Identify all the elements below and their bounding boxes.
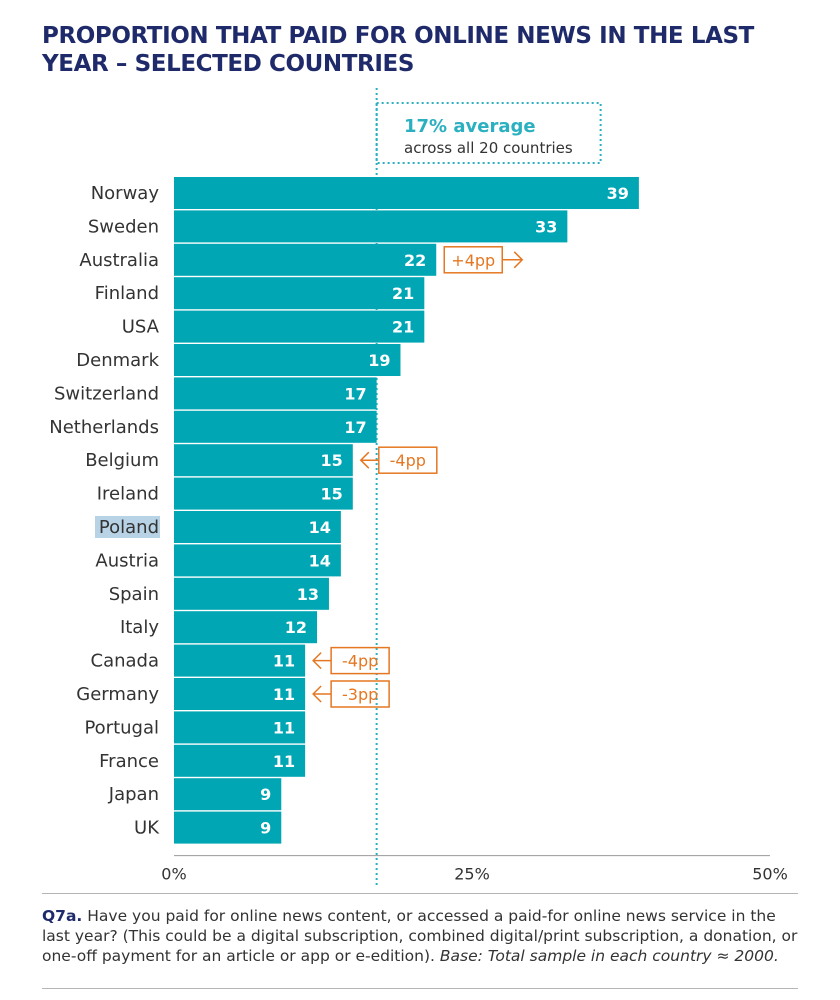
footnote: Q7a. Have you paid for online news conte… bbox=[42, 906, 798, 966]
bar-germany bbox=[174, 678, 306, 710]
bar-norway bbox=[174, 177, 639, 209]
average-value-label: 17% average bbox=[404, 116, 536, 137]
change-label-australia: +4pp bbox=[451, 251, 495, 270]
footnote-base: Base: Total sample in each country ≈ 200… bbox=[439, 947, 779, 965]
x-tick-label-1: 25% bbox=[454, 865, 490, 884]
average-callout: 17% average across all 20 countries bbox=[375, 88, 602, 885]
value-label-poland: 14 bbox=[309, 518, 331, 537]
category-label-canada: Canada bbox=[91, 651, 160, 672]
left-arrow-head-icon bbox=[312, 652, 322, 670]
value-label-denmark: 19 bbox=[368, 351, 390, 370]
footnote-question-id: Q7a. bbox=[42, 907, 83, 925]
category-label-denmark: Denmark bbox=[76, 350, 159, 371]
category-label-spain: Spain bbox=[109, 584, 159, 605]
left-arrow-head-icon bbox=[312, 685, 322, 703]
bar-france bbox=[174, 744, 306, 777]
bar-chart: 17% average across all 20 countries Norw… bbox=[49, 88, 788, 885]
category-label-austria: Austria bbox=[95, 550, 159, 571]
value-label-finland: 21 bbox=[392, 284, 414, 303]
category-label-italy: Italy bbox=[120, 617, 159, 638]
value-label-canada: 11 bbox=[273, 652, 295, 671]
change-label-belgium: -4pp bbox=[390, 451, 426, 470]
chart-title: PROPORTION THAT PAID FOR ONLINE NEWS IN … bbox=[42, 23, 754, 77]
category-label-poland: Poland bbox=[99, 517, 159, 538]
value-label-ireland: 15 bbox=[321, 485, 343, 504]
change-box-belgium bbox=[378, 446, 438, 474]
value-label-germany: 11 bbox=[273, 685, 295, 704]
category-label-germany: Germany bbox=[76, 684, 159, 705]
category-label-australia: Australia bbox=[79, 250, 159, 271]
category-label-portugal: Portugal bbox=[84, 717, 159, 738]
average-description: across all 20 countries bbox=[404, 139, 573, 157]
category-label-belgium: Belgium bbox=[85, 450, 159, 471]
bar-japan bbox=[174, 778, 282, 811]
bar-portugal bbox=[174, 711, 306, 744]
bar-spain bbox=[174, 577, 329, 610]
bar-netherlands bbox=[174, 410, 377, 443]
category-label-uk: UK bbox=[134, 818, 160, 839]
right-arrow-head-icon bbox=[513, 251, 524, 269]
x-tick-label-2: 50% bbox=[752, 865, 788, 884]
value-label-belgium: 15 bbox=[321, 451, 343, 470]
value-label-sweden: 33 bbox=[535, 217, 557, 236]
value-label-norway: 39 bbox=[607, 184, 629, 203]
category-label-netherlands: Netherlands bbox=[49, 417, 159, 438]
value-label-austria: 14 bbox=[309, 551, 331, 570]
highlight-poland bbox=[95, 516, 160, 538]
bar-austria bbox=[174, 544, 341, 577]
bar-sweden bbox=[174, 210, 568, 243]
value-label-usa: 21 bbox=[392, 318, 414, 337]
value-label-netherlands: 17 bbox=[344, 418, 366, 437]
x-axis: 0% 25% 50% bbox=[161, 855, 788, 884]
bar-ireland bbox=[174, 477, 353, 510]
value-label-switzerland: 17 bbox=[344, 384, 366, 403]
bar-italy bbox=[174, 611, 318, 644]
category-label-japan: Japan bbox=[108, 784, 159, 805]
value-label-spain: 13 bbox=[297, 585, 319, 604]
bar-finland bbox=[174, 277, 425, 310]
bar-usa bbox=[174, 310, 425, 343]
bar-poland bbox=[174, 511, 341, 543]
value-label-japan: 9 bbox=[260, 785, 271, 804]
bar-canada bbox=[174, 644, 306, 677]
change-annotations: +4pp -4pp -4pp -3pp bbox=[312, 246, 524, 708]
category-label-sweden: Sweden bbox=[88, 216, 159, 237]
category-label-france: France bbox=[99, 751, 159, 772]
value-label-australia: 22 bbox=[404, 251, 426, 270]
category-label-ireland: Ireland bbox=[97, 484, 159, 505]
average-callout-box bbox=[375, 102, 602, 164]
footnote-top-rule bbox=[42, 893, 798, 894]
value-label-italy: 12 bbox=[285, 618, 307, 637]
change-box-canada bbox=[330, 646, 390, 675]
category-label-norway: Norway bbox=[91, 183, 160, 204]
change-box-germany bbox=[330, 680, 390, 708]
bar-australia bbox=[174, 243, 437, 276]
footnote-question: Have you paid for online news content, o… bbox=[42, 907, 798, 965]
bar-uk bbox=[174, 811, 282, 844]
value-label-uk: 9 bbox=[260, 819, 271, 838]
bar-switzerland bbox=[174, 377, 377, 410]
value-label-france: 11 bbox=[273, 752, 295, 771]
bars: Norway 39 Sweden 33 Australia 22 Finland 21 USA 2… bbox=[49, 177, 639, 844]
change-label-canada: -4pp bbox=[342, 652, 378, 671]
category-label-usa: USA bbox=[122, 317, 160, 338]
bar-denmark bbox=[174, 344, 401, 376]
bar-belgium bbox=[174, 444, 353, 477]
x-tick-label-0: 0% bbox=[161, 865, 186, 884]
category-label-switzerland: Switzerland bbox=[54, 383, 159, 404]
category-label-finland: Finland bbox=[95, 283, 159, 304]
left-arrow-head-icon bbox=[359, 451, 370, 469]
change-label-germany: -3pp bbox=[342, 685, 378, 704]
footnote-bottom-rule bbox=[42, 988, 798, 989]
value-label-portugal: 11 bbox=[273, 718, 295, 737]
